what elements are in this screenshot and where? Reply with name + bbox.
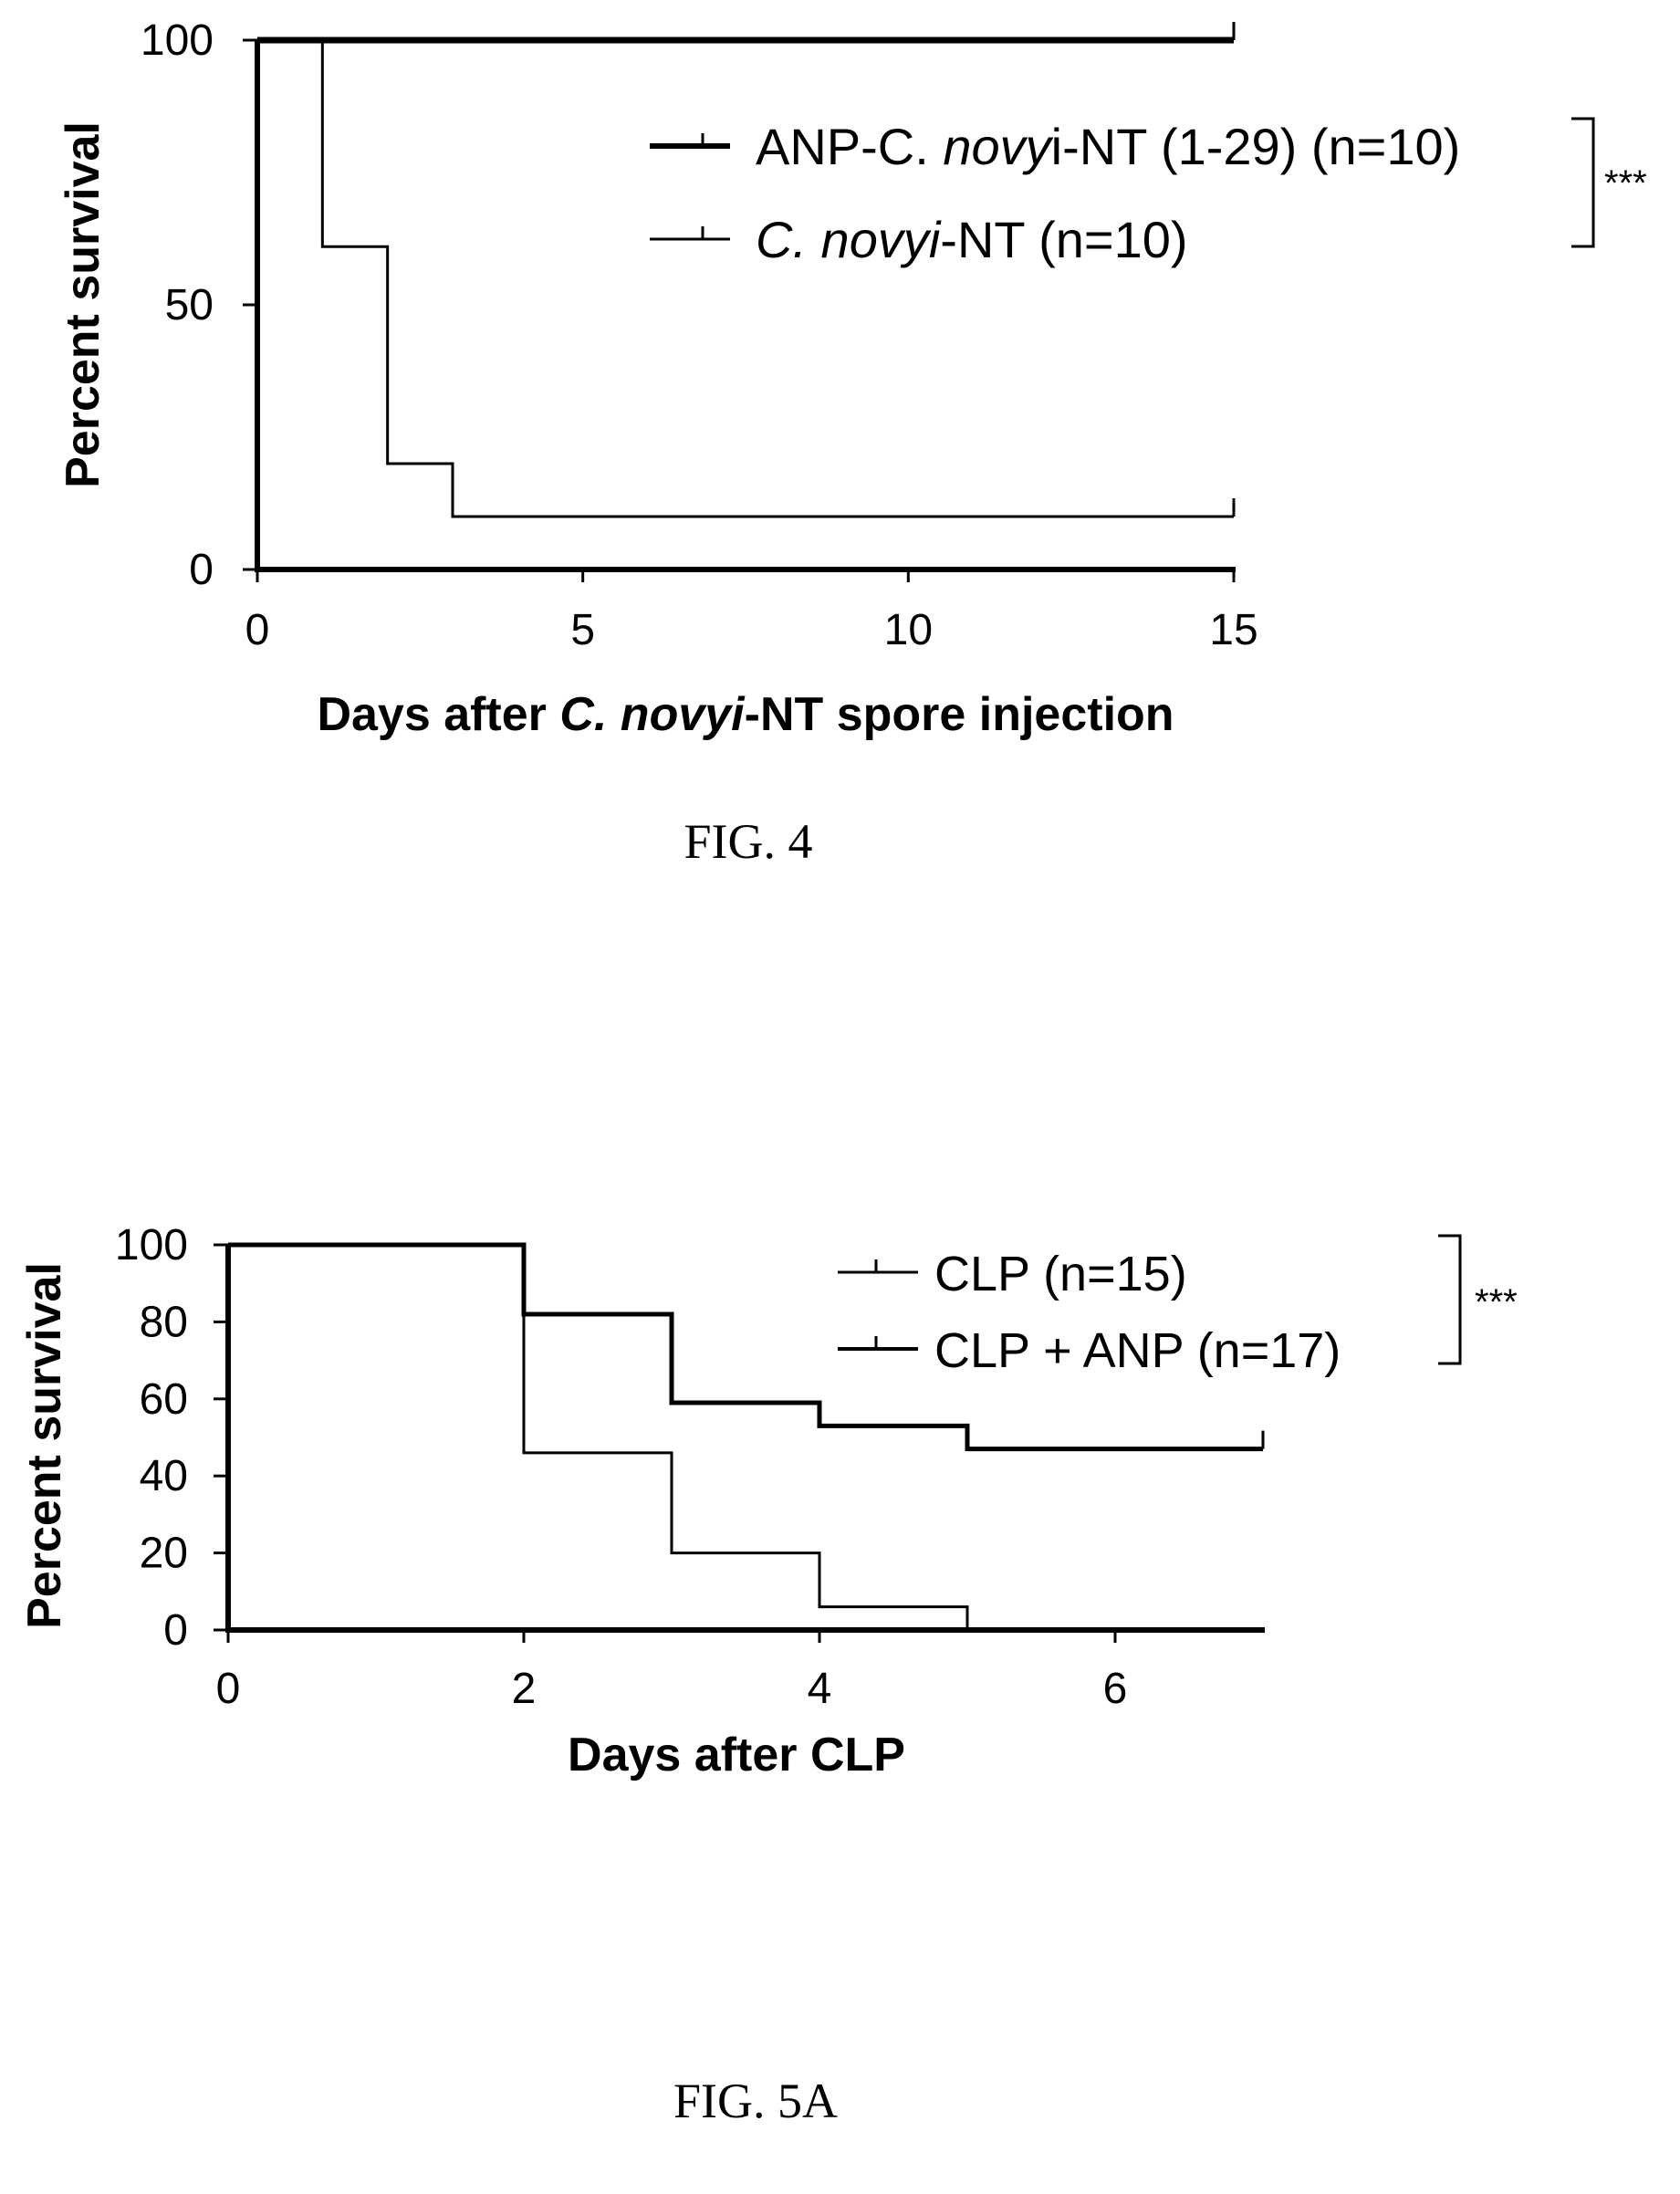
y-tick-label: 0 (189, 546, 214, 594)
series-line-2 (228, 1242, 1263, 1452)
legend-label-2-part-0: C. novyi (756, 211, 942, 268)
x-tick-label: 15 (1209, 606, 1257, 654)
legend-label-2: C. novyi-NT (n=10) (756, 211, 1188, 268)
legend-label-1-part-0: CLP (n=15) (934, 1247, 1187, 1301)
figure-caption: FIG. 4 (683, 814, 812, 869)
legend-label-1-part-0: ANP-C. (756, 118, 943, 175)
x-axis-title: Days after CLP (568, 1729, 905, 1781)
legend-label-1: CLP (n=15) (934, 1247, 1187, 1301)
series-line-2 (257, 38, 1234, 518)
chart-2: 0 20 40 60 80 100 0 2 4 6 Percent survival Days aft… (18, 1221, 1518, 2128)
significance-label: *** (1604, 163, 1647, 204)
significance-bracket (1571, 117, 1595, 248)
x-tick-label: 6 (1103, 1665, 1128, 1713)
series-line-1 (228, 1243, 1263, 1632)
y-axis-title: Percent survival (57, 121, 110, 488)
y-axis-title: Percent survival (18, 1262, 71, 1629)
x-axis-title: Days after C. novyi-NT spore injection (317, 688, 1174, 741)
y-tick-label: 100 (141, 16, 214, 65)
y-tick-label: 40 (140, 1452, 188, 1500)
x-axis-title-part-2: -NT spore injection (745, 688, 1174, 741)
x-tick-label: 5 (570, 606, 595, 654)
legend-label-1-part-1: novy (943, 118, 1053, 175)
significance-label: *** (1475, 1282, 1518, 1322)
y-tick-label: 50 (165, 281, 214, 329)
x-tick-label: 10 (884, 606, 933, 654)
legend-label-1-part-2: i-NT (1-29) (n=10) (1051, 118, 1461, 175)
chart-1: 0 50 100 0 5 10 15 Percent survival Days after C… (57, 16, 1647, 869)
legend-label-2-part-1: -NT (n=10) (940, 211, 1187, 268)
x-tick-label: 0 (216, 1665, 241, 1713)
figure-caption: FIG. 5A (673, 2074, 838, 2128)
x-axis-title-part-0: Days after (317, 688, 559, 741)
x-axis-title-part-0: Days after CLP (568, 1729, 905, 1781)
legend-label-2: CLP + ANP (n=17) (934, 1323, 1341, 1378)
x-tick-label: 0 (245, 606, 270, 654)
significance-bracket (1438, 1234, 1462, 1365)
x-axis-title-part-1: C. novyi (559, 688, 746, 741)
y-tick-label: 20 (140, 1530, 188, 1578)
y-tick-label: 0 (163, 1606, 188, 1655)
y-tick-label: 80 (140, 1298, 188, 1346)
x-tick-label: 2 (512, 1665, 537, 1713)
legend-label-1: ANP-C. novyi-NT (1-29) (n=10) (756, 118, 1460, 175)
y-tick-label: 100 (115, 1221, 188, 1269)
x-tick-label: 4 (808, 1665, 832, 1713)
legend-label-2-part-0: CLP + ANP (n=17) (934, 1323, 1341, 1378)
y-tick-label: 60 (140, 1375, 188, 1424)
